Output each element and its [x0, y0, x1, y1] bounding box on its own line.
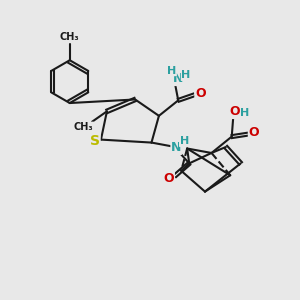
- Text: O: O: [195, 87, 206, 100]
- Text: H: H: [180, 136, 189, 146]
- Text: N: N: [171, 141, 181, 154]
- Text: O: O: [248, 126, 259, 139]
- Text: N: N: [173, 73, 183, 85]
- Text: H: H: [181, 70, 190, 80]
- Text: O: O: [230, 106, 240, 118]
- Text: O: O: [164, 172, 174, 185]
- Text: S: S: [90, 134, 100, 148]
- Text: CH₃: CH₃: [60, 32, 80, 42]
- Text: H: H: [167, 66, 176, 76]
- Text: CH₃: CH₃: [74, 122, 94, 132]
- Text: H: H: [241, 108, 250, 118]
